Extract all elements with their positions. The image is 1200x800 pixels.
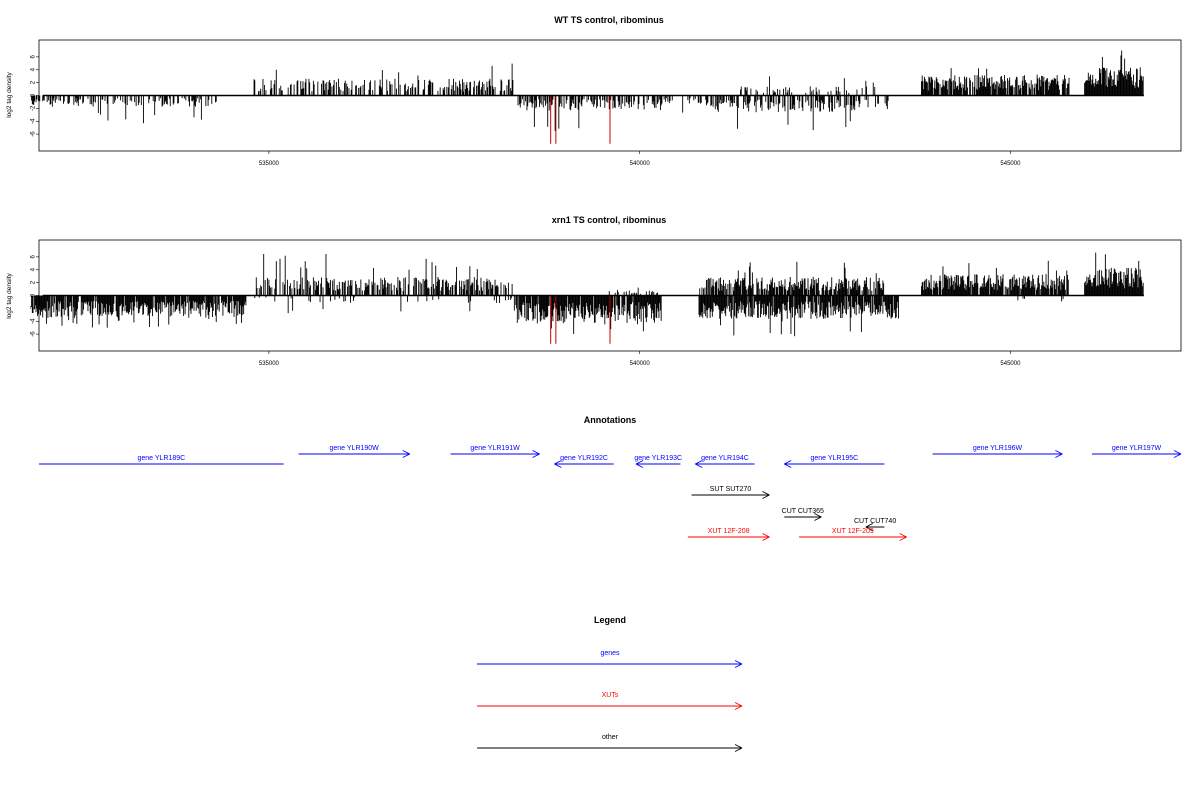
track-wt: WT TS control, ribominus log2 tag densit… [6, 15, 1182, 167]
y-tick-label: 4 [31, 267, 37, 271]
annotation-arrow [799, 533, 907, 541]
annotation-label: XUT 12F-208 [708, 528, 750, 535]
track-xrn1-bars [31, 252, 1144, 344]
track-xrn1-y-axis: -6 -4 -2 0 2 4 6 [31, 255, 39, 337]
annotation-arrow [695, 460, 755, 468]
annotation-label: CUT CUT365 [782, 508, 824, 515]
y-tick-label: 6 [31, 255, 37, 259]
annotation-label: SUT SUT270 [710, 486, 752, 493]
track-wt-ylabel: log2 tag density [6, 71, 13, 117]
y-tick-label: 0 [31, 93, 37, 97]
annotation-features: gene YLR189C gene YLR190W gene YLR191W gene… [39, 445, 1182, 541]
y-tick-label: -4 [31, 318, 37, 324]
annotation-label: gene YLR197W [1112, 445, 1162, 452]
track-wt-bars [31, 50, 1144, 144]
track-wt-x-axis: 535000 540000 545000 [259, 151, 1021, 167]
y-tick-label: -6 [31, 131, 37, 137]
annotation-arrow [784, 513, 822, 521]
legend-title: Legend [594, 615, 626, 625]
y-tick-label: 4 [31, 67, 37, 71]
y-tick-label: 6 [31, 55, 37, 59]
x-tick-label: 545000 [1000, 361, 1021, 367]
track-xrn1-title: xrn1 TS control, ribominus [552, 215, 667, 225]
annotation-label: gene YLR189C [137, 455, 185, 462]
annotation-label: XUT 12F-209 [832, 528, 874, 535]
annotation-arrow [784, 460, 885, 468]
y-tick-label: 0 [31, 293, 37, 297]
annotation-arrow [1092, 450, 1182, 458]
y-tick-label: -4 [31, 118, 37, 124]
annotation-arrow [865, 523, 885, 531]
annotation-label: gene YLR194C [701, 455, 749, 462]
annotation-label: gene YLR190W [330, 445, 380, 452]
legend-arrow-xut [477, 702, 743, 710]
legend-arrow-gene [477, 660, 743, 668]
annotation-arrow [554, 460, 614, 468]
track-xrn1-ylabel: log2 tag density [6, 272, 13, 318]
y-tick-label: -2 [31, 105, 37, 111]
legend-label: XUTs [602, 692, 619, 699]
legend-label: genes [600, 650, 620, 657]
y-tick-label: -2 [31, 305, 37, 311]
x-tick-label: 540000 [630, 361, 651, 367]
legend-entries: genes XUTs other [477, 650, 743, 752]
y-tick-label: 2 [31, 80, 37, 84]
annotation-label: gene YLR196W [973, 445, 1023, 452]
track-xrn1-x-axis: 535000 540000 545000 [259, 351, 1021, 367]
annotation-arrow [687, 533, 770, 541]
x-tick-label: 545000 [1000, 161, 1021, 167]
legend-label: other [602, 734, 619, 741]
y-tick-label: 2 [31, 280, 37, 284]
annotation-arrow [450, 450, 540, 458]
annotation-label: gene YLR193C [634, 455, 682, 462]
annotation-arrow [691, 491, 770, 499]
x-tick-label: 535000 [259, 361, 280, 367]
annotation-label: CUT CUT740 [854, 518, 896, 525]
legend-arrow-other [477, 744, 743, 752]
annotation-label: gene YLR192C [560, 455, 608, 462]
annotation-arrow [298, 450, 410, 458]
annotation-arrow [635, 460, 681, 468]
x-tick-label: 540000 [630, 161, 651, 167]
x-tick-label: 535000 [259, 161, 280, 167]
annotation-label: gene YLR195C [810, 455, 858, 462]
annotation-arrow [932, 450, 1063, 458]
annotation-label: gene YLR191W [470, 445, 520, 452]
legend-panel: Legend genes XUTs other [477, 615, 743, 752]
annotations-title: Annotations [584, 415, 637, 425]
y-tick-label: -6 [31, 331, 37, 337]
track-wt-title: WT TS control, ribominus [554, 15, 664, 25]
track-xrn1: xrn1 TS control, ribominus log2 tag dens… [6, 215, 1182, 367]
